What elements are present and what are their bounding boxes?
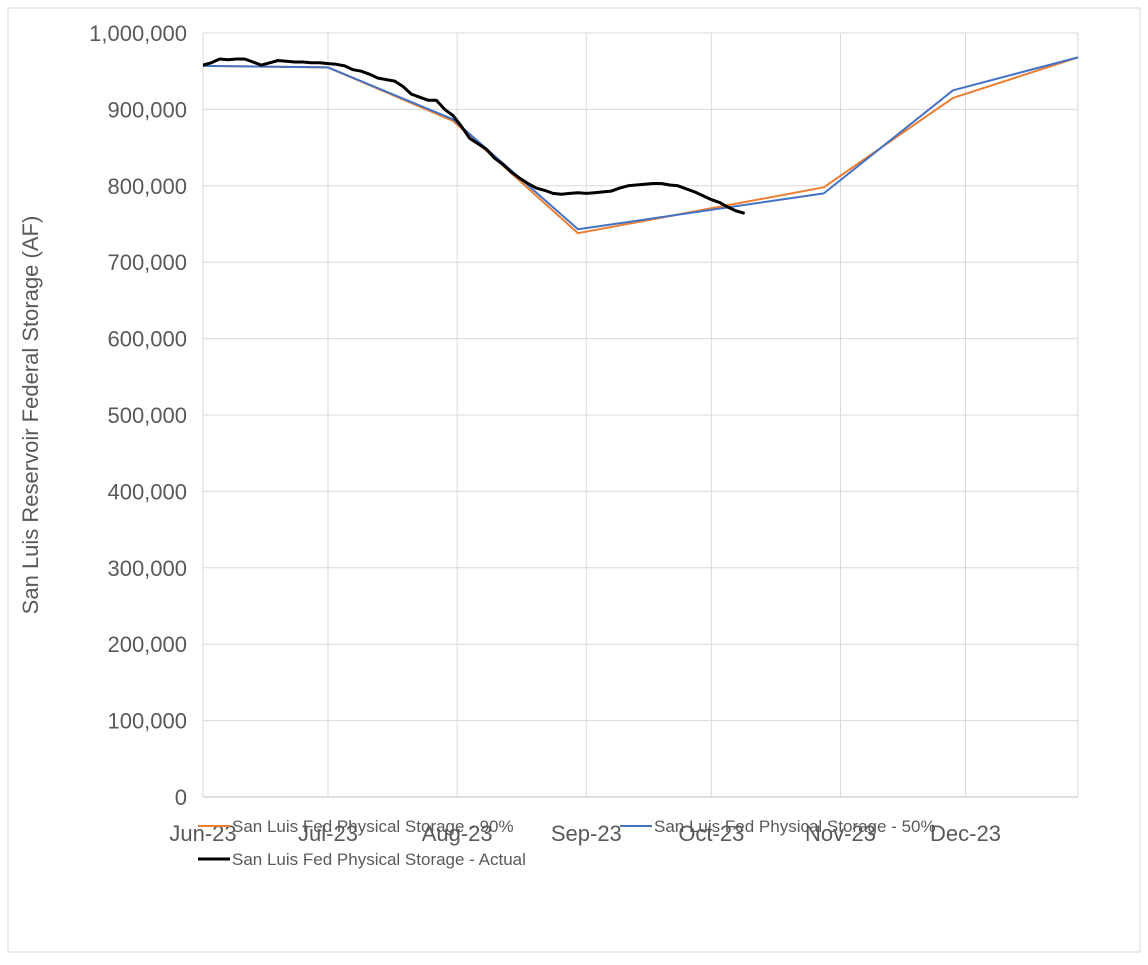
y-tick-label: 800,000 bbox=[107, 174, 187, 199]
y-tick-label: 500,000 bbox=[107, 403, 187, 428]
y-tick-label: 0 bbox=[175, 785, 187, 810]
y-tick-label: 100,000 bbox=[107, 709, 187, 734]
y-tick-label: 300,000 bbox=[107, 556, 187, 581]
y-tick-label: 1,000,000 bbox=[89, 21, 187, 46]
y-tick-label: 900,000 bbox=[107, 97, 187, 122]
y-tick-label: 400,000 bbox=[107, 479, 187, 504]
x-tick-label: Oct-23 bbox=[678, 821, 744, 846]
x-tick-label: Nov-23 bbox=[805, 821, 876, 846]
chart-border bbox=[7, 7, 1141, 953]
x-tick-label: Aug-23 bbox=[422, 821, 493, 846]
legend-label: San Luis Fed Physical Storage - Actual bbox=[232, 850, 526, 869]
legend-label: San Luis Fed Physical Storage - 90% bbox=[232, 817, 514, 836]
x-tick-label: Dec-23 bbox=[930, 821, 1001, 846]
x-tick-label: Jul-23 bbox=[298, 821, 358, 846]
x-tick-label: Sep-23 bbox=[551, 821, 622, 846]
y-tick-label: 200,000 bbox=[107, 632, 187, 657]
legend-label: San Luis Fed Physical Storage - 50% bbox=[654, 817, 936, 836]
y-tick-label: 600,000 bbox=[107, 327, 187, 352]
y-axis-label: San Luis Reservoir Federal Storage (AF) bbox=[18, 216, 43, 615]
y-tick-label: 700,000 bbox=[107, 250, 187, 275]
x-tick-label: Jun-23 bbox=[169, 821, 236, 846]
data-line bbox=[202, 56, 1079, 231]
data-line bbox=[202, 57, 746, 215]
